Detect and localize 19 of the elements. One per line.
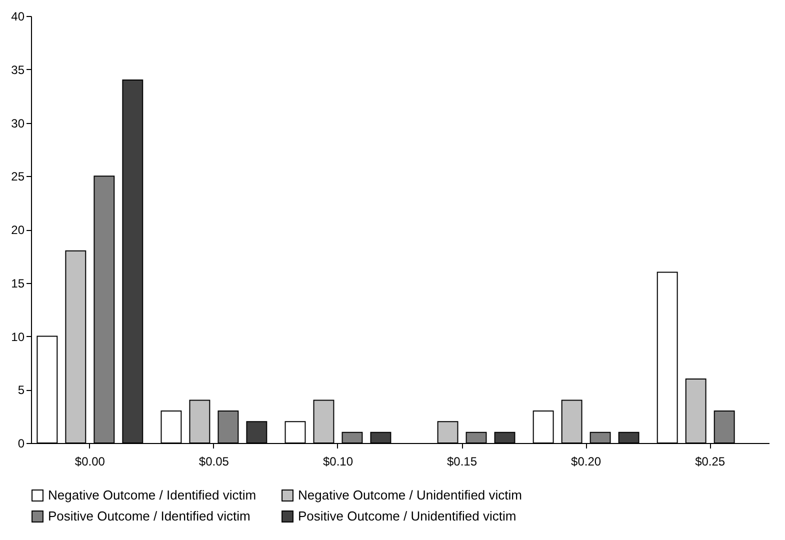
legend-label: Positive Outcome / Identified victim xyxy=(48,508,250,524)
y-tick-label: 25 xyxy=(11,170,25,184)
y-tick-label: 10 xyxy=(11,330,25,344)
y-tick-label: 30 xyxy=(11,116,25,130)
legend-label: Positive Outcome / Unidentified victim xyxy=(298,508,516,524)
x-tick-label: $0.15 xyxy=(447,454,478,468)
y-tick-label: 20 xyxy=(11,223,25,237)
y-tick-label: 15 xyxy=(11,276,25,290)
x-tick-label: $0.10 xyxy=(322,454,354,468)
x-tick-label: $0.25 xyxy=(695,454,726,468)
legend-label: Negative Outcome / Unidentified victim xyxy=(298,488,522,503)
legend-label: Negative Outcome / Identified victim xyxy=(48,488,256,503)
y-tick-label: 5 xyxy=(18,383,25,398)
x-tick-label: $0.20 xyxy=(571,454,602,468)
x-tick-label: $0.05 xyxy=(198,454,230,468)
y-tick-label: 35 xyxy=(11,62,25,77)
y-tick-label: 40 xyxy=(11,10,25,24)
y-tick-label: 0 xyxy=(18,436,25,450)
x-tick-label: $0.00 xyxy=(74,454,106,468)
